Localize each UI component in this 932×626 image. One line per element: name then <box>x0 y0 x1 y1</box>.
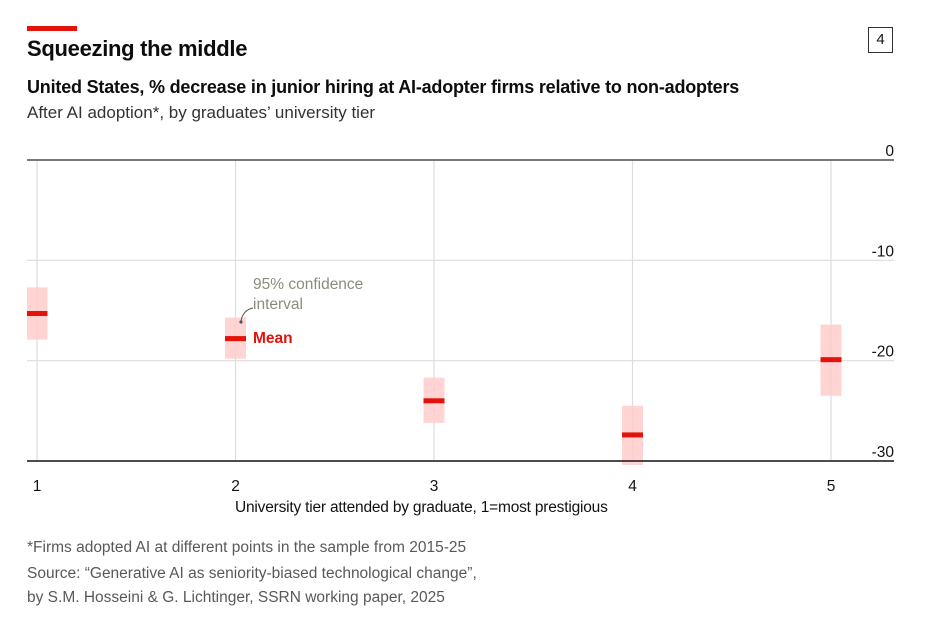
x-tick-labels: 1 2 3 4 5 <box>33 478 836 495</box>
x-tick-label: 2 <box>231 478 240 495</box>
source-line-1: Source: “Generative AI as seniority-bias… <box>27 565 477 582</box>
source-line-2: by S.M. Hosseini & G. Lichtinger, SSRN w… <box>27 589 445 606</box>
chart-title: Squeezing the middle <box>27 36 248 61</box>
chart-subtitle: United States, % decrease in junior hiri… <box>27 77 740 97</box>
y-tick-label: -10 <box>872 243 895 260</box>
chart-number-badge: 4 <box>868 27 893 53</box>
ci-annotation-dot <box>239 320 243 324</box>
ci-annotation-line1: 95% confidence <box>253 276 363 293</box>
brand-red-bar <box>27 26 77 31</box>
y-tick-label: -30 <box>872 444 895 461</box>
x-axis-label: University tier attended by graduate, 1=… <box>235 499 608 516</box>
mean-annotation: Mean <box>253 330 293 347</box>
x-tick-label: 3 <box>430 478 439 495</box>
y-tick-label: -20 <box>872 344 895 361</box>
annotations: 95% confidence interval Mean <box>239 276 363 347</box>
x-tick-label: 5 <box>827 478 836 495</box>
mean-bar <box>423 398 445 404</box>
horizontal-gridlines <box>27 259 894 362</box>
data-marks <box>27 287 842 466</box>
y-tick-label: 0 <box>885 143 894 160</box>
mean-bar <box>820 357 842 363</box>
y-tick-labels: 0 -10 -20 -30 <box>872 143 895 461</box>
chart-subsubtitle: After AI adoption*, by graduates’ univer… <box>27 103 376 122</box>
mean-bar <box>225 336 246 342</box>
mean-bar <box>622 432 643 438</box>
range-chart: 0 -10 -20 -30 1 2 3 4 5 95% confidence interval… <box>27 143 895 495</box>
ci-annotation-line2: interval <box>253 296 303 313</box>
mean-bar <box>27 311 48 317</box>
ci-annotation-arrow <box>240 307 254 322</box>
x-tick-label: 1 <box>33 478 42 495</box>
footnote: *Firms adopted AI at different points in… <box>27 539 467 556</box>
axes <box>27 159 894 462</box>
x-tick-label: 4 <box>628 478 637 495</box>
